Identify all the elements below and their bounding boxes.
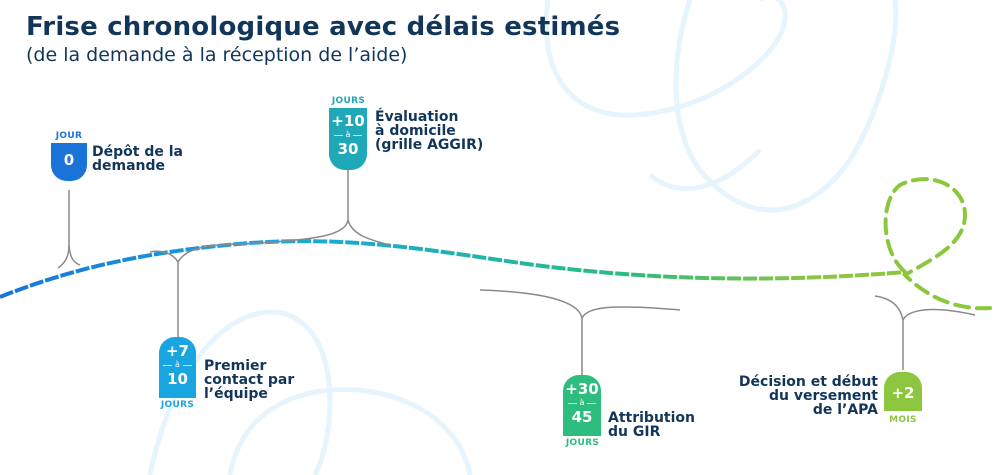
step-5-unit: MOIS [889, 415, 917, 425]
step-4-from: +30 [565, 380, 599, 398]
step-3-badge: +10 à 30 [329, 108, 367, 170]
step-4-unit: JOURS [565, 438, 600, 448]
step-3-separator: à [329, 130, 367, 140]
step-5-label: Décision et début du versement de l’APA [738, 374, 878, 418]
connectors [57, 170, 976, 375]
step-3-from: +10 [331, 112, 365, 130]
page-title: Frise chronologique avec délais estimés [26, 12, 621, 42]
page-subtitle: (de la demande à la réception de l’aide) [26, 44, 408, 66]
step-5-badge: +2 [884, 372, 922, 411]
step-1-badge: 0 [51, 143, 87, 181]
step-2-from: +7 [165, 342, 189, 360]
step-1-unit: JOUR [55, 131, 83, 141]
step-3-unit: JOURS [331, 96, 366, 106]
step-4-separator: à [563, 398, 601, 408]
step-2-unit: JOURS [160, 400, 195, 410]
step-2-separator: à [159, 360, 196, 370]
step-4-to: 45 [571, 408, 593, 426]
step-3-to: 30 [337, 140, 359, 158]
step-1-label: Dépôt de la demande [92, 144, 183, 174]
step-2-badge: +7 à 10 [159, 337, 196, 398]
step-3-label: Évaluation à domicile (grille AGGIR) [375, 109, 484, 153]
step-2-label: Premier contact par l’équipe [204, 358, 295, 402]
step-2-to: 10 [167, 370, 188, 388]
step-5-value: +2 [891, 384, 915, 402]
step-4-badge: +30 à 45 [563, 375, 601, 436]
step-1-value: 0 [63, 151, 75, 169]
timeline-line [0, 239, 906, 299]
timeline-loop [883, 177, 992, 311]
step-4-label: Attribution du GIR [608, 410, 695, 440]
